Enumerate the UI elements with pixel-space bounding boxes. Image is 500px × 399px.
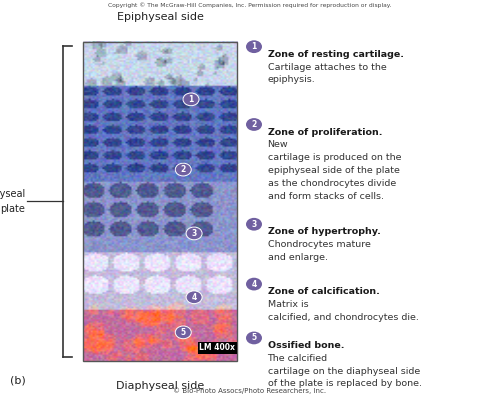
Text: LM 400x: LM 400x	[199, 343, 235, 352]
Text: and form stacks of cells.: and form stacks of cells.	[268, 192, 384, 201]
Circle shape	[186, 291, 202, 304]
Text: 1: 1	[252, 42, 256, 51]
Circle shape	[246, 40, 262, 53]
Text: of the plate is replaced by bone.: of the plate is replaced by bone.	[268, 379, 422, 389]
Text: and enlarge.: and enlarge.	[268, 253, 328, 262]
Circle shape	[246, 278, 262, 290]
Text: Zone of resting cartilage.: Zone of resting cartilage.	[268, 50, 404, 59]
Text: New: New	[268, 140, 288, 150]
Text: calcified, and chondrocytes die.: calcified, and chondrocytes die.	[268, 313, 418, 322]
Text: Zone of calcification.: Zone of calcification.	[268, 287, 380, 296]
Bar	[82, 42, 237, 361]
Text: epiphysis.: epiphysis.	[268, 75, 316, 85]
Text: cartilage is produced on the: cartilage is produced on the	[268, 153, 401, 162]
Text: © Bio-Photo Assocs/Photo Researchers, Inc.: © Bio-Photo Assocs/Photo Researchers, In…	[174, 387, 326, 394]
Text: Zone of hypertrophy.: Zone of hypertrophy.	[268, 227, 380, 237]
Text: 5: 5	[180, 328, 186, 337]
Text: 3: 3	[192, 229, 196, 238]
Text: epiphyseal side of the plate: epiphyseal side of the plate	[268, 166, 400, 175]
Text: (b): (b)	[10, 375, 26, 385]
Text: 2: 2	[252, 120, 256, 129]
Circle shape	[246, 332, 262, 344]
Text: Epiphyseal: Epiphyseal	[0, 189, 25, 200]
Text: The calcified: The calcified	[268, 354, 328, 363]
Circle shape	[176, 163, 192, 176]
Text: Matrix is: Matrix is	[268, 300, 308, 309]
Text: Diaphyseal side: Diaphyseal side	[116, 381, 204, 391]
Text: 2: 2	[180, 165, 186, 174]
Text: Chondrocytes mature: Chondrocytes mature	[268, 240, 370, 249]
Circle shape	[246, 218, 262, 231]
Text: plate: plate	[0, 203, 25, 214]
Text: 1: 1	[188, 95, 194, 104]
Circle shape	[246, 118, 262, 131]
Text: Ossified bone.: Ossified bone.	[268, 341, 344, 350]
Circle shape	[186, 227, 202, 240]
Text: as the chondrocytes divide: as the chondrocytes divide	[268, 179, 396, 188]
Text: cartilage on the diaphyseal side: cartilage on the diaphyseal side	[268, 367, 420, 376]
Circle shape	[183, 93, 199, 106]
Text: Epiphyseal side: Epiphyseal side	[116, 12, 204, 22]
Text: Zone of proliferation.: Zone of proliferation.	[268, 128, 382, 137]
Text: Copyright © The McGraw-Hill Companies, Inc. Permission required for reproduction: Copyright © The McGraw-Hill Companies, I…	[108, 2, 392, 8]
Circle shape	[176, 326, 192, 339]
Text: Cartilage attaches to the: Cartilage attaches to the	[268, 63, 386, 72]
Text: 4: 4	[252, 280, 256, 288]
Text: 4: 4	[192, 293, 196, 302]
Text: 3: 3	[252, 220, 256, 229]
Text: 5: 5	[252, 334, 256, 342]
